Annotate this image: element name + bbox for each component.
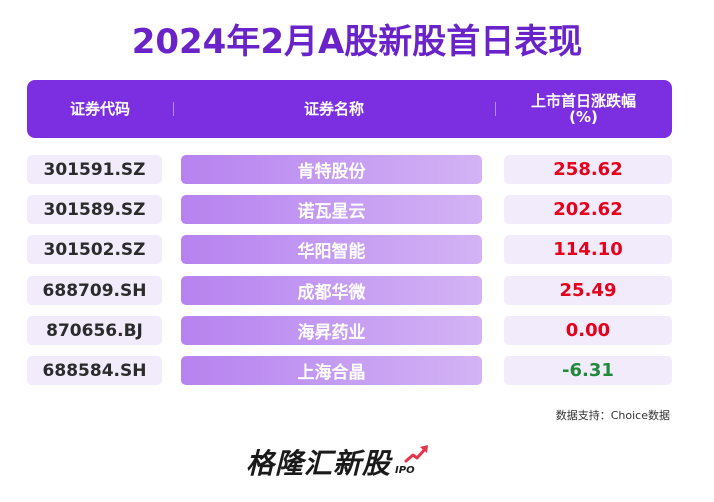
first-day-change: -6.31 [504, 356, 672, 385]
security-code: 301502.SZ [27, 235, 162, 264]
table-row: 688584.SH 上海合晶 -6.31 [0, 356, 714, 385]
first-day-change: 114.10 [504, 235, 672, 264]
header-change: 上市首日涨跌幅 (%) [530, 92, 636, 126]
header-code: 证券代码 [69, 100, 130, 118]
security-code: 301589.SZ [27, 195, 162, 224]
table-row: 301591.SZ 肯特股份 258.62 [0, 155, 714, 184]
security-code: 688584.SH [27, 356, 162, 385]
first-day-change: 0.00 [504, 316, 672, 345]
page-title: 2024年2月A股新股首日表现 [131, 22, 583, 62]
trend-arrow-icon [404, 445, 428, 463]
data-source: 数据支持：Choice数据 [555, 409, 670, 422]
header-divider [495, 102, 496, 116]
security-code: 301591.SZ [27, 155, 162, 184]
brand-name: 格隆汇新股 [246, 447, 392, 480]
security-name: 海昇药业 [181, 316, 482, 345]
first-day-change: 202.62 [504, 195, 672, 224]
security-name: 成都华微 [181, 276, 482, 305]
security-name: 诺瓦星云 [181, 195, 482, 224]
security-code: 870656.BJ [27, 316, 162, 345]
first-day-change: 258.62 [504, 155, 672, 184]
table-row: 870656.BJ 海昇药业 0.00 [0, 316, 714, 345]
header-divider [173, 102, 174, 116]
security-name: 上海合晶 [181, 356, 482, 385]
header-name: 证券名称 [303, 100, 364, 118]
security-name: 肯特股份 [181, 155, 482, 184]
table-row: 301589.SZ 诺瓦星云 202.62 [0, 195, 714, 224]
first-day-change: 25.49 [504, 276, 672, 305]
security-code: 688709.SH [27, 276, 162, 305]
brand-logo: 格隆汇新股 IPO [246, 442, 428, 482]
table-header: 证券代码 证券名称 上市首日涨跌幅 (%) [27, 80, 672, 138]
brand-sub: IPO [395, 465, 415, 476]
table-row: 301502.SZ 华阳智能 114.10 [0, 235, 714, 264]
table-row: 688709.SH 成都华微 25.49 [0, 276, 714, 305]
security-name: 华阳智能 [181, 235, 482, 264]
